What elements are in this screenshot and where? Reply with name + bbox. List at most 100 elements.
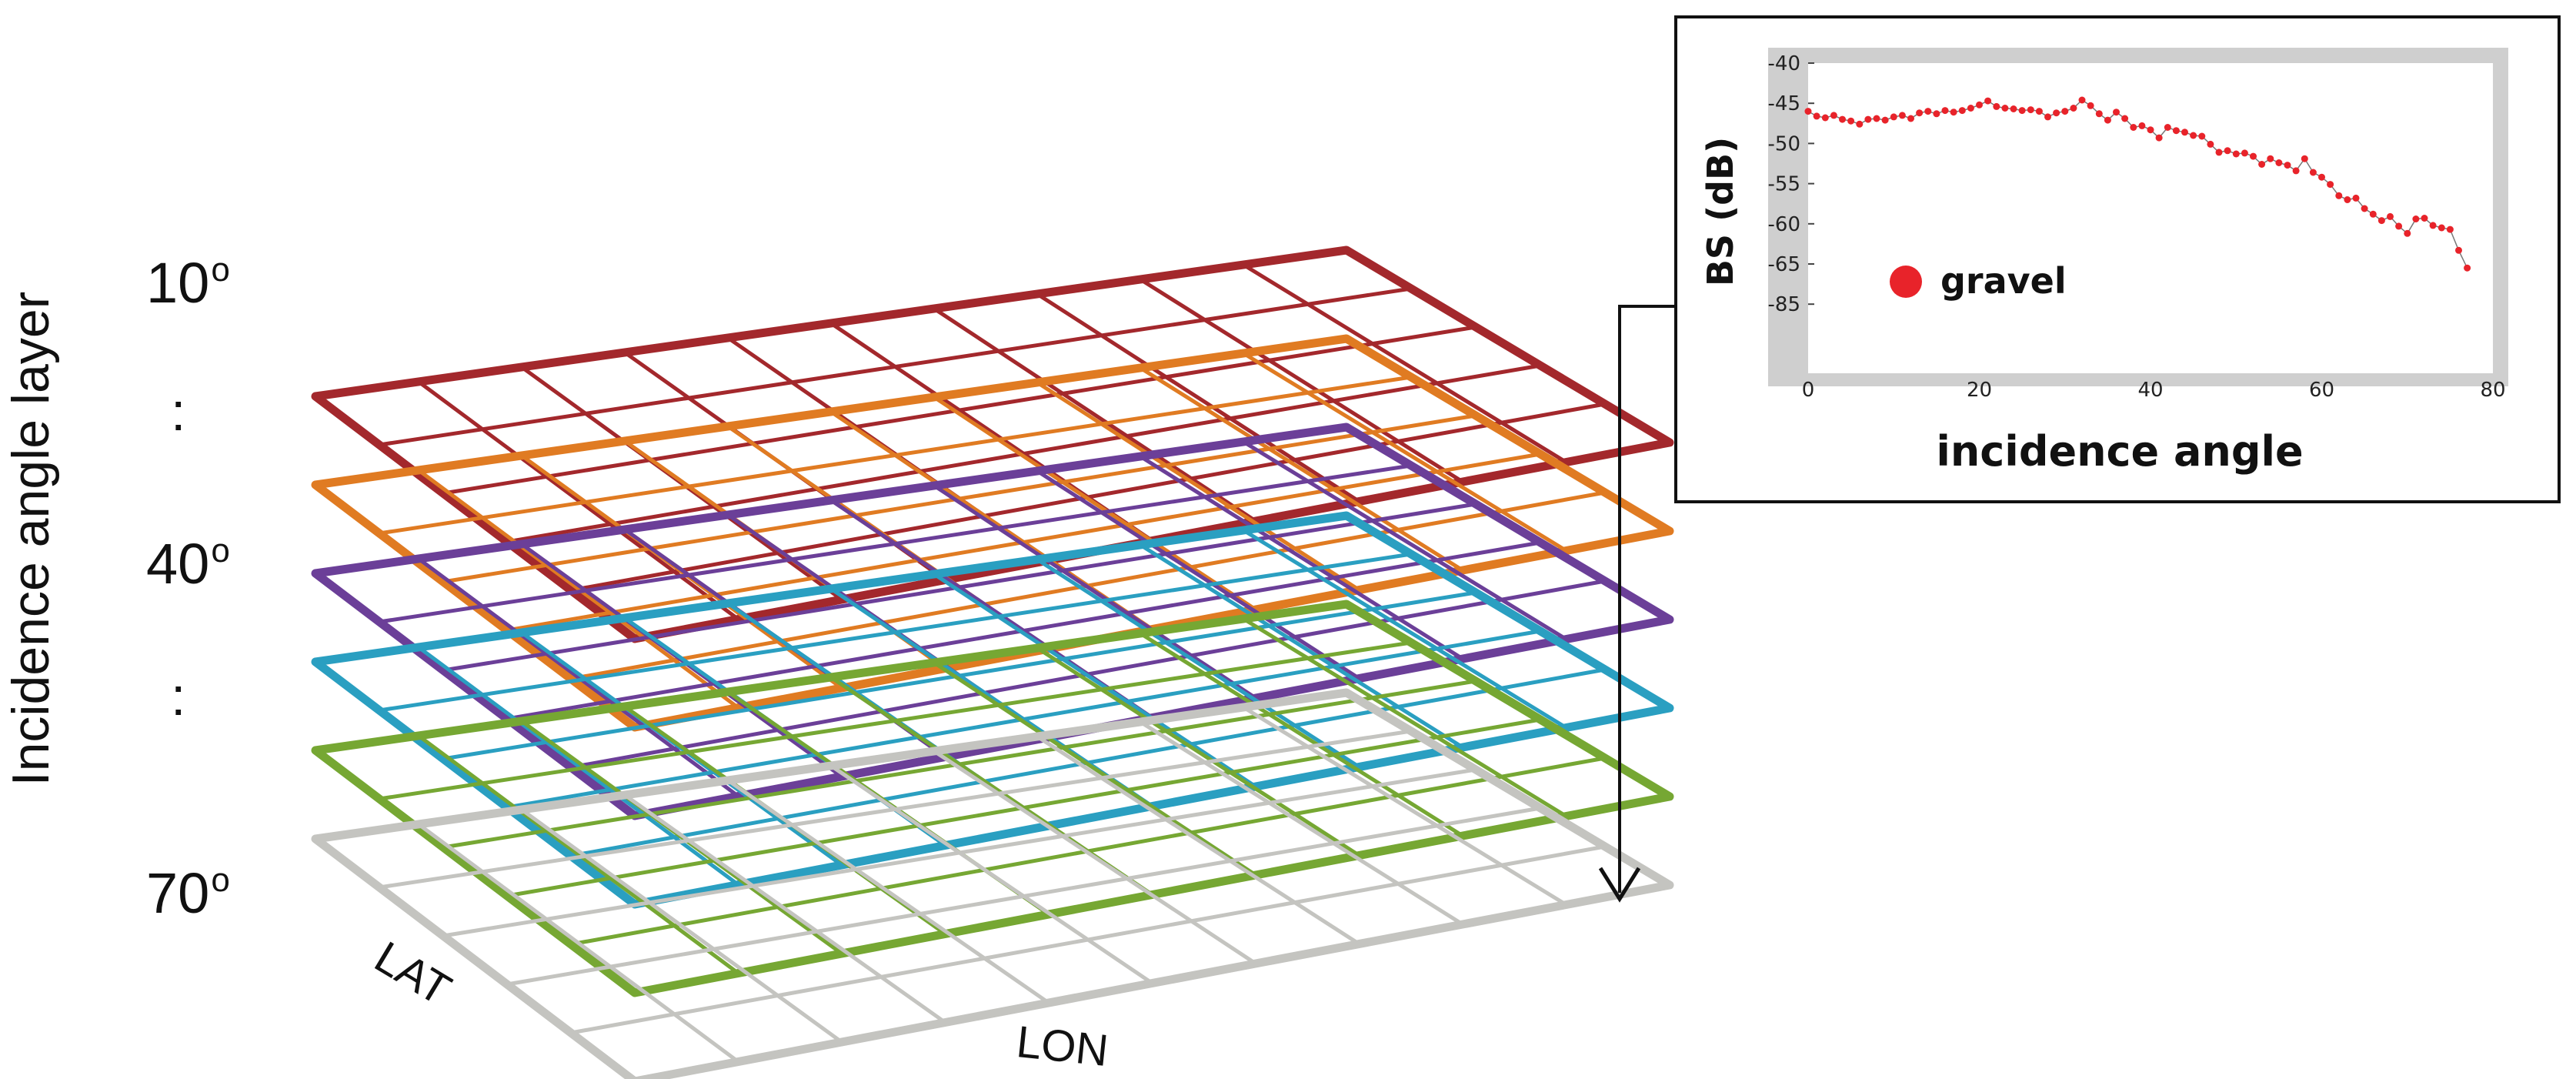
data-point (2070, 105, 2077, 112)
data-point (2369, 210, 2377, 218)
data-point (2198, 132, 2206, 140)
layer-label-top-value: 10 (146, 251, 210, 315)
data-point (1933, 110, 1940, 118)
layer-separator-2: : (171, 666, 186, 727)
data-point (2395, 222, 2403, 230)
data-point (2292, 167, 2300, 175)
data-point (1950, 109, 1957, 116)
data-point (2155, 134, 2163, 142)
data-point (1890, 113, 1897, 121)
data-point (1993, 102, 2000, 110)
data-point (1958, 107, 1966, 115)
data-point (2232, 150, 2240, 158)
data-point (2104, 116, 2111, 124)
legend-label-gravel: gravel (1940, 260, 2067, 302)
data-point (2130, 124, 2137, 131)
x-tick-label: 0 (1802, 379, 1815, 402)
y-tick-label: -45 (1768, 92, 1800, 115)
layer-label-middle: 40o (146, 531, 230, 596)
x-tick-label: 60 (2309, 379, 2334, 402)
data-point (2190, 132, 2197, 139)
layer-label-top: 10o (146, 250, 230, 316)
data-point (2087, 102, 2094, 109)
grid-outline (311, 600, 1674, 997)
data-point (1916, 109, 1924, 117)
data-point (2095, 110, 2103, 118)
connector-line (1618, 305, 1676, 893)
data-point (2061, 108, 2069, 115)
data-point (1976, 101, 1983, 109)
data-point (2001, 105, 2009, 112)
data-point (2352, 194, 2360, 202)
data-point (2344, 196, 2351, 203)
legend-marker-gravel (1890, 266, 1922, 298)
data-point (2044, 113, 2051, 121)
data-point (1821, 114, 1829, 122)
data-point (1924, 108, 1932, 115)
data-point (2121, 115, 2129, 122)
degree-mark: o (211, 251, 230, 289)
data-point (2078, 96, 2086, 104)
data-point (2284, 162, 2291, 169)
data-point (2250, 152, 2257, 160)
grid-outline (311, 246, 1674, 643)
grid-outline (311, 511, 1674, 909)
layer-label-middle-value: 40 (146, 532, 210, 596)
degree-mark: o (211, 861, 230, 899)
data-point (2361, 205, 2368, 212)
data-point (2181, 129, 2188, 136)
data-point (2421, 215, 2428, 222)
data-point (2335, 192, 2343, 199)
grid-layer-6 (311, 688, 1674, 1079)
grid-outline (311, 423, 1674, 820)
layer-label-bottom-value: 70 (146, 861, 210, 925)
data-point (2113, 109, 2120, 116)
data-point (2455, 246, 2462, 254)
data-point (2267, 155, 2274, 162)
grid-outline (311, 688, 1674, 1079)
data-point (1898, 112, 1906, 119)
data-point (2207, 140, 2214, 148)
layer-label-bottom: 70o (146, 860, 230, 926)
data-point (1881, 116, 1889, 124)
data-point (2377, 217, 2385, 225)
data-point (1984, 97, 1992, 105)
data-point (2446, 225, 2454, 233)
data-point (2404, 229, 2411, 237)
data-point (2035, 108, 2043, 115)
connector-arrowhead (1598, 867, 1641, 903)
data-point (2438, 224, 2445, 232)
data-point (2412, 215, 2420, 222)
data-point (2010, 105, 2017, 112)
data-point (2147, 126, 2154, 134)
data-point (1907, 115, 1914, 122)
data-point (2275, 159, 2283, 166)
data-point (2318, 173, 2325, 181)
data-point (1804, 108, 1812, 115)
data-point (2387, 212, 2394, 220)
data-point (2464, 264, 2471, 272)
data-point (1941, 107, 1949, 115)
y-tick-label: -50 (1768, 132, 1800, 155)
data-point (1830, 112, 1837, 119)
x-tick-label: 40 (2137, 379, 2163, 402)
data-point (1839, 115, 1846, 123)
data-point (2018, 107, 2026, 115)
data-point (1873, 115, 1880, 122)
data-point (2164, 124, 2171, 131)
y-tick-label: -55 (1768, 173, 1800, 196)
data-point (1813, 112, 1820, 120)
data-point (2053, 109, 2060, 117)
data-point (1856, 120, 1864, 128)
data-point (1967, 105, 1974, 112)
x-tick-label: 20 (1967, 379, 1992, 402)
data-point (2327, 181, 2334, 189)
data-point (2138, 122, 2146, 129)
y-tick-label: -60 (1768, 213, 1800, 236)
data-point (2215, 149, 2223, 156)
data-point (2301, 155, 2308, 162)
data-point (2224, 147, 2231, 155)
